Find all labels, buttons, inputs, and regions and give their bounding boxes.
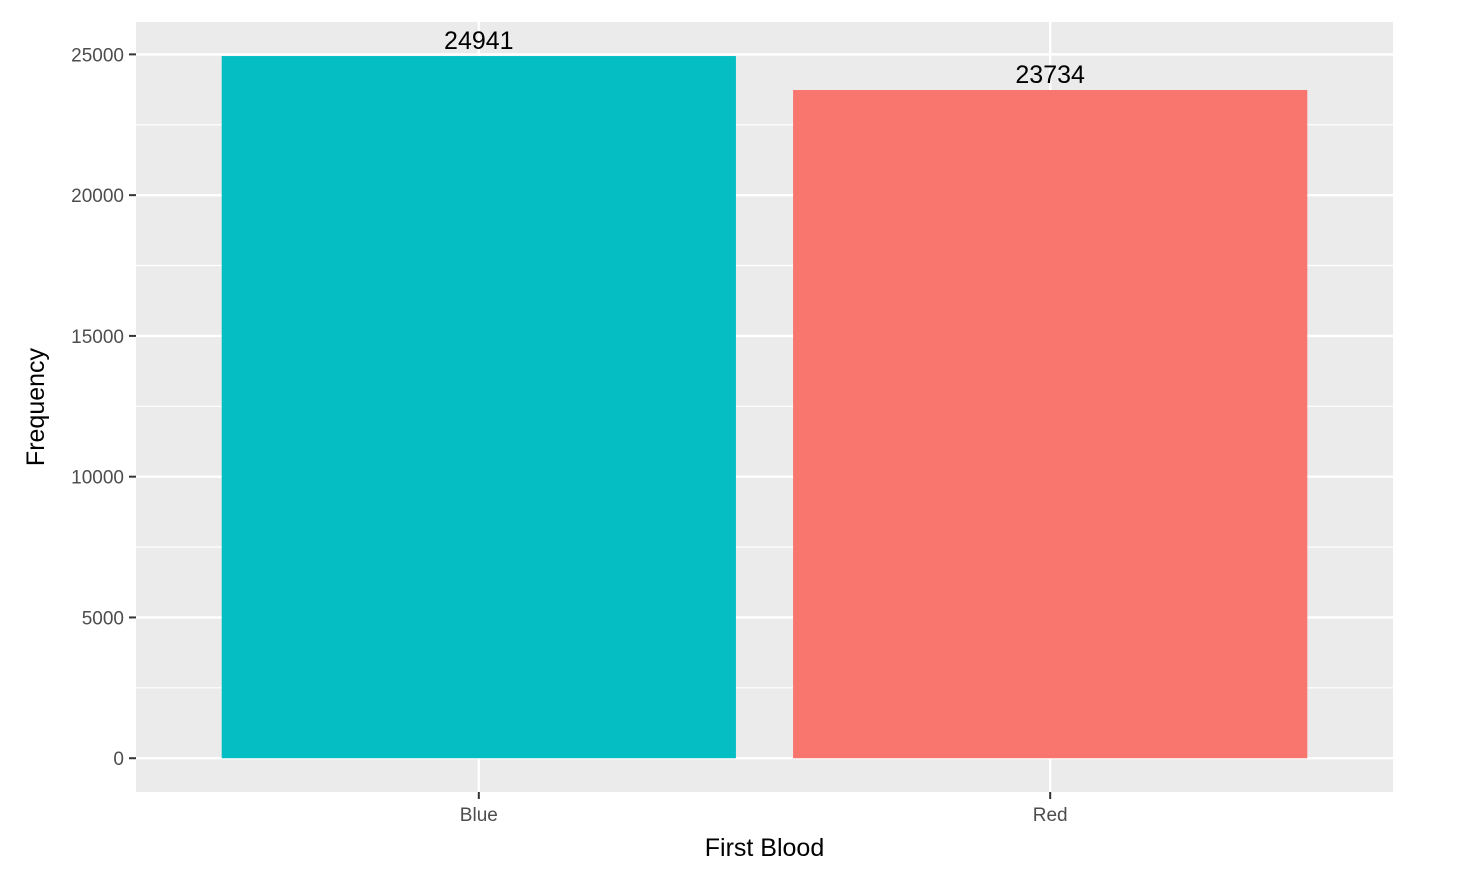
x-tick-label-red: Red [1033, 805, 1068, 826]
y-tick-label: 0 [113, 749, 124, 770]
bar-blue [221, 56, 736, 759]
y-tick-label: 10000 [71, 468, 124, 489]
y-axis: 0 5000 10000 15000 20000 25000 [71, 45, 136, 770]
y-tick-label: 15000 [71, 327, 124, 348]
x-tick-label-blue: Blue [460, 805, 498, 826]
y-tick-label: 20000 [71, 186, 124, 207]
bar-red [793, 90, 1308, 759]
y-tick-label: 25000 [71, 45, 124, 66]
y-tick-label: 5000 [82, 608, 124, 629]
y-axis-title: Frequency [22, 347, 50, 466]
x-axis-title: First Blood [705, 834, 824, 862]
data-label-blue: 24941 [444, 27, 514, 55]
data-labels-group: 24941 23734 [444, 27, 1085, 89]
data-label-red: 23734 [1015, 61, 1085, 89]
bars-group [221, 56, 1308, 759]
x-axis: Blue Red [460, 792, 1068, 826]
